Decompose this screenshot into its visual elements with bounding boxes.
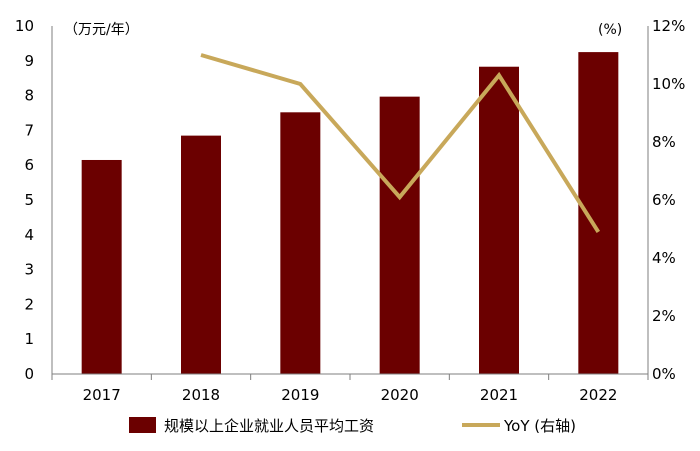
x-axis-tick-label: 2018: [182, 386, 220, 404]
bar: [81, 159, 122, 374]
left-axis-ticks: 0 1 2 3 4 5 6 7 8 9 10: [15, 17, 34, 383]
left-axis-tick-label: 4: [24, 226, 34, 244]
bar: [479, 66, 519, 374]
x-axis-tick-label: 2017: [83, 386, 121, 404]
bar: [280, 112, 321, 374]
right-axis-tick-label: 0%: [652, 365, 676, 383]
left-axis-unit: （万元/年）: [64, 22, 139, 38]
legend-bar-label: 规模以上企业就业人员平均工资: [164, 417, 374, 435]
x-axis-labels: 2017 2018 2019 2020 2021 2022: [83, 386, 618, 404]
x-axis-tick-label: 2022: [579, 386, 617, 404]
bar: [379, 96, 420, 375]
right-axis-tick-label: 4%: [652, 249, 676, 267]
bar: [181, 135, 221, 374]
legend-bar-swatch: [129, 417, 156, 433]
left-axis-tick-label: 3: [24, 261, 34, 279]
legend-line-label: YoY (右轴): [503, 417, 576, 435]
axes: [51, 26, 649, 380]
left-axis-tick-label: 7: [24, 121, 34, 139]
x-axis-tick-label: 2019: [281, 386, 319, 404]
bar-series: [81, 52, 619, 375]
x-axis-tick-label: 2021: [480, 386, 518, 404]
left-axis-tick-label: 8: [24, 87, 34, 105]
x-axis-tick-label: 2020: [381, 386, 419, 404]
left-axis-tick-label: 2: [24, 295, 34, 313]
left-axis-tick-label: 10: [15, 17, 34, 35]
right-axis-tick-label: 12%: [652, 17, 685, 35]
right-axis-tick-label: 8%: [652, 133, 676, 151]
right-axis-unit: (%): [598, 22, 622, 38]
left-axis-tick-label: 0: [24, 365, 34, 383]
right-axis-tick-label: 6%: [652, 191, 676, 209]
left-axis-tick-label: 5: [24, 191, 34, 209]
right-axis-ticks: 0% 2% 4% 6% 8% 10% 12%: [652, 17, 685, 383]
left-axis-tick-label: 9: [24, 52, 34, 70]
legend: 规模以上企业就业人员平均工资 YoY (右轴): [129, 417, 576, 435]
line-series: [200, 53, 601, 233]
left-axis-tick-label: 6: [24, 156, 34, 174]
right-axis-tick-label: 2%: [652, 307, 676, 325]
left-axis-tick-label: 1: [24, 330, 34, 348]
right-axis-tick-label: 10%: [652, 75, 685, 93]
